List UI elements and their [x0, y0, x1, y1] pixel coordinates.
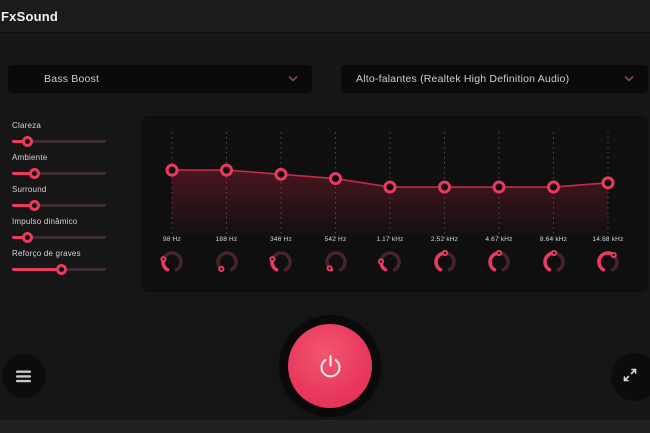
- eq-band-freq-label: 542 Hz: [324, 236, 347, 243]
- effect-slider-track[interactable]: [12, 167, 106, 179]
- effect-slider-track[interactable]: [12, 135, 106, 147]
- effect-slider-label: Clareza: [12, 121, 41, 130]
- eq-band-knob[interactable]: [432, 249, 458, 275]
- device-dropdown[interactable]: Alto-falantes (Realtek High Definition A…: [341, 65, 648, 93]
- effect-slider-label: Ambiente: [12, 153, 48, 162]
- eq-band-8: 8.64 kHz: [527, 236, 581, 275]
- eq-band-6: 2.52 kHz: [418, 236, 472, 275]
- effect-slider-label: Reforço de graves: [12, 249, 81, 258]
- power-icon: [320, 354, 340, 377]
- eq-band-knob[interactable]: [214, 249, 240, 275]
- eq-band-freq-label: 14.68 kHz: [592, 236, 624, 243]
- effect-slider-handle[interactable]: [21, 135, 33, 147]
- effect-slider-handle[interactable]: [29, 167, 41, 179]
- eq-band-freq-label: 188 Hz: [215, 236, 238, 243]
- eq-band-knob[interactable]: [486, 249, 512, 275]
- eq-band-knob[interactable]: [595, 249, 621, 275]
- eq-curve-node[interactable]: [165, 163, 179, 177]
- eq-band-4: 542 Hz: [309, 236, 363, 275]
- eq-band-7: 4.67 kHz: [472, 236, 526, 275]
- effect-slider-fill: [12, 204, 35, 207]
- device-dropdown-value: Alto-falantes (Realtek High Definition A…: [356, 73, 570, 85]
- effect-slider-track[interactable]: [12, 199, 106, 211]
- eq-band-freq-label: 8.64 kHz: [539, 236, 568, 243]
- eq-band-knob[interactable]: [159, 249, 185, 275]
- effect-slider-fill: [12, 172, 35, 175]
- eq-curve-node[interactable]: [438, 180, 451, 194]
- eq-band-5: 1.17 kHz: [363, 236, 417, 275]
- eq-curve-area: [172, 170, 608, 239]
- eq-curve-node[interactable]: [492, 180, 506, 194]
- preset-dropdown[interactable]: Bass Boost: [8, 65, 312, 93]
- effect-slider-handle[interactable]: [21, 231, 33, 243]
- menu-button[interactable]: [2, 354, 46, 398]
- effect-slider-handle[interactable]: [56, 263, 68, 275]
- eq-band-knob[interactable]: [541, 249, 567, 275]
- chevron-down-icon: [288, 75, 298, 82]
- eq-curve-node[interactable]: [329, 172, 342, 186]
- resize-button[interactable]: [611, 353, 650, 401]
- effect-slider-fill: [12, 140, 28, 143]
- eq-curve-node[interactable]: [601, 176, 615, 190]
- eq-curve-node[interactable]: [547, 180, 560, 194]
- eq-band-freq-label: 1.17 kHz: [376, 236, 404, 243]
- effect-slider-2: Ambiente: [12, 153, 108, 183]
- power-button[interactable]: [288, 324, 372, 408]
- eq-band-2: 188 Hz: [200, 236, 254, 275]
- bottom-bar: [0, 420, 650, 433]
- eq-curve-node[interactable]: [274, 167, 288, 181]
- eq-band-freq-label: 4.67 kHz: [485, 236, 513, 243]
- eq-band-3: 346 Hz: [254, 236, 308, 275]
- app-title: FxSound: [1, 9, 59, 24]
- equalizer-panel: 98 Hz 188 Hz 346 Hz 542 Hz 1.17 kHz 2.52 kHz 4…: [142, 116, 648, 292]
- title-bar: FxSound: [0, 0, 650, 33]
- eq-curve-node[interactable]: [383, 180, 397, 194]
- expand-arrows-icon: [623, 368, 637, 382]
- effects-panel: Clareza Ambiente Surround Impulso dinâmico R…: [12, 121, 132, 291]
- effect-slider-label: Impulso dinâmico: [12, 217, 78, 226]
- eq-curve-node[interactable]: [220, 163, 233, 177]
- effect-slider-label: Surround: [12, 185, 47, 194]
- effect-slider-3: Surround: [12, 185, 108, 215]
- effect-slider-fill: [12, 268, 62, 271]
- eq-curve-chart: [165, 132, 615, 239]
- eq-band-knob[interactable]: [377, 249, 403, 275]
- effect-slider-5: Reforço de graves: [12, 249, 108, 279]
- eq-band-knob[interactable]: [323, 249, 349, 275]
- effect-slider-1: Clareza: [12, 121, 108, 151]
- effect-slider-handle[interactable]: [29, 199, 41, 211]
- eq-band-1: 98 Hz: [145, 236, 199, 275]
- chevron-down-icon: [624, 75, 634, 82]
- eq-band-9: 14.68 kHz: [581, 236, 635, 275]
- eq-band-freq-label: 346 Hz: [270, 236, 292, 243]
- eq-band-knob[interactable]: [268, 249, 294, 275]
- eq-band-freq-label: 98 Hz: [163, 236, 181, 243]
- effect-slider-fill: [12, 236, 28, 239]
- effect-slider-4: Impulso dinâmico: [12, 217, 108, 247]
- hamburger-menu-icon: [16, 370, 31, 382]
- effect-slider-track[interactable]: [12, 263, 106, 275]
- preset-dropdown-value: Bass Boost: [44, 73, 100, 85]
- eq-band-freq-label: 2.52 kHz: [430, 236, 459, 243]
- effect-slider-track[interactable]: [12, 231, 106, 243]
